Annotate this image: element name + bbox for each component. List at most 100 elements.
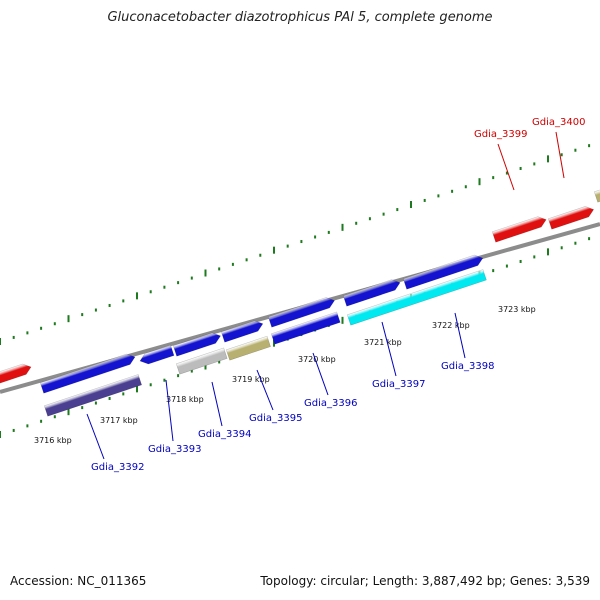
gene-arrow-3400 [547,206,595,230]
minor-tick [122,392,125,396]
major-tick [0,431,1,438]
major-tick [204,362,207,370]
major-tick [410,201,412,209]
major-tick [136,292,138,300]
minor-tick [163,285,166,289]
gene-label: Gdia_3394 [198,429,251,440]
gene-leader-line [312,352,329,396]
scale-label: 3721 kbp [364,338,402,347]
minor-tick [108,303,111,307]
minor-tick [519,259,522,263]
minor-tick [588,144,591,148]
minor-tick [588,237,591,241]
gene-arrow-olive-edge [593,188,600,203]
map-title: Gluconacetobacter diazotrophicus PAl 5, … [107,10,493,25]
minor-tick [26,331,29,335]
minor-tick [533,162,536,166]
scale-label: 3720 kbp [298,355,336,364]
gene-arrow-red [0,363,32,385]
major-tick [67,408,70,416]
gene-leader-line [454,312,466,359]
minor-tick [259,253,262,257]
outer-tick-track [0,144,591,345]
gene-arrow-3397 [342,279,401,307]
gene-box-olive [225,335,271,361]
gene-arrow-3395 [220,320,264,343]
accession-text: Accession: NC_011365 [10,574,147,588]
minor-tick [177,281,180,285]
minor-tick [492,269,495,273]
scale-label: 3723 kbp [498,305,536,314]
major-tick [478,178,481,186]
gene-box-blue [270,311,341,345]
genome-summary-text: Topology: circular; Length: 3,887,492 bp… [260,574,590,588]
minor-tick [12,428,15,432]
minor-tick [382,212,385,216]
minor-tick [81,406,84,410]
minor-tick [40,419,43,423]
minor-tick [423,198,426,202]
minor-tick [519,166,522,170]
gene-leader-line [381,321,397,377]
major-tick [136,385,138,393]
minor-tick [94,308,97,312]
gene-arrow-3396 [267,297,335,328]
minor-tick [53,322,56,326]
gene-arrow-3393 [139,344,175,365]
minor-tick [26,424,29,428]
major-tick [341,316,344,324]
minor-tick [218,360,221,364]
minor-tick [108,396,111,400]
minor-tick [560,246,563,250]
scale-label: 3716 kbp [34,436,72,445]
minor-tick [574,241,577,245]
gene-leader-line [555,131,565,179]
major-tick [547,248,549,256]
minor-tick [53,415,56,419]
minor-tick [40,326,43,330]
minor-tick [396,208,399,212]
minor-tick [149,290,152,294]
minor-tick [286,244,289,248]
gene-leader-line [497,143,515,191]
minor-tick [94,401,97,405]
minor-tick [163,378,166,382]
gene-box-cyan [346,269,487,326]
major-tick [341,223,344,231]
minor-tick [12,335,15,339]
gene-leader-line [86,413,105,460]
gene-label: Gdia_3396 [304,398,357,409]
gene-arrow-3399 [491,216,547,243]
minor-tick [245,258,248,262]
minor-tick [122,299,125,303]
minor-tick [492,176,495,180]
scale-label: 3719 kbp [232,375,270,384]
major-tick [0,338,1,345]
gene-label: Gdia_3398 [441,361,494,372]
gene-leader-line [165,379,174,442]
gene-arrow-3394 [172,332,221,357]
major-tick [204,269,207,277]
gene-box-gray [175,347,228,375]
minor-tick [190,369,193,373]
minor-tick [355,221,358,225]
minor-tick [149,383,152,387]
minor-tick [451,189,454,193]
minor-tick [314,235,317,239]
gene-arrow-3398 [402,254,484,290]
gene-box-navy [43,374,142,417]
major-tick [273,339,275,347]
gene-leader-line [211,381,223,427]
minor-tick [231,262,234,266]
gene-label: Gdia_3399 [474,129,527,140]
scale-label: 3722 kbp [432,321,470,330]
minor-tick [300,240,303,244]
minor-tick [464,185,467,189]
minor-tick [218,267,221,271]
minor-tick [177,374,180,378]
major-tick [547,155,549,163]
gene-arrow-3392 [39,353,136,394]
scale-label: 3718 kbp [166,395,204,404]
minor-tick [574,148,577,152]
